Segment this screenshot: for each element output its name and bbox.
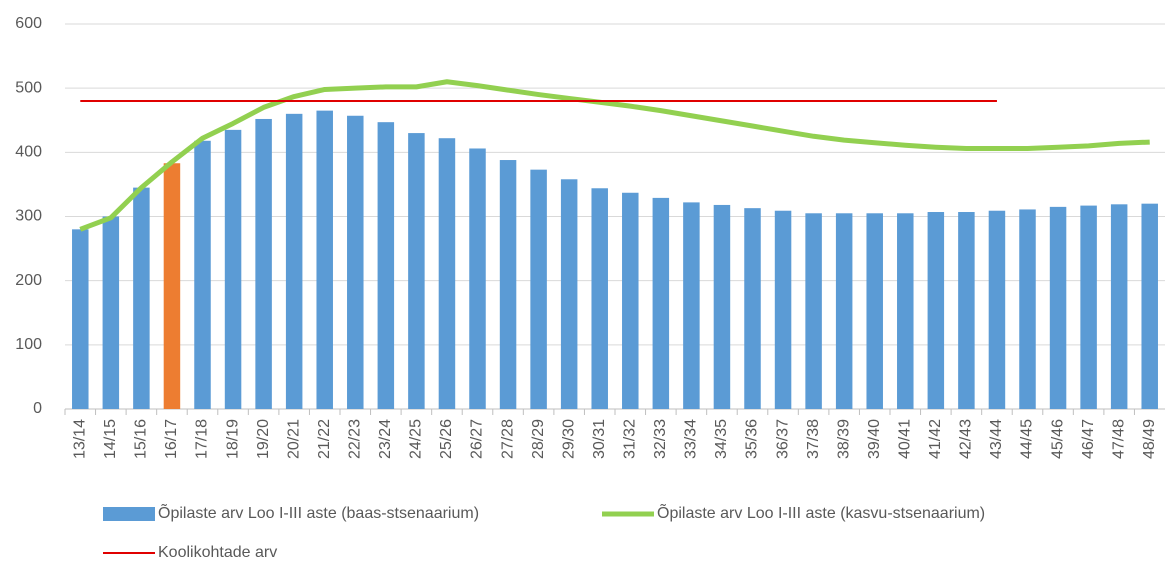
x-tick-label: 19/20 [255, 419, 272, 459]
x-tick-label: 42/43 [958, 419, 975, 459]
x-tick-label: 34/35 [713, 419, 730, 459]
bar [530, 169, 547, 409]
bar [377, 122, 395, 410]
x-tick-label: 35/36 [744, 419, 761, 459]
x-tick-label: 31/32 [621, 419, 638, 459]
x-tick-label: 27/28 [499, 419, 516, 459]
bar [835, 213, 853, 409]
x-tick-label: 26/27 [469, 419, 486, 459]
bar [622, 192, 639, 409]
x-tick-label: 16/17 [163, 419, 180, 459]
y-tick-label: 600 [15, 15, 42, 32]
y-tick-label: 100 [15, 336, 42, 353]
bar [713, 204, 731, 409]
x-tick-label: 20/21 [285, 419, 302, 459]
x-tick-label: 41/42 [927, 419, 944, 459]
x-tick-label: 47/48 [1110, 419, 1127, 459]
bar [194, 140, 211, 410]
x-tick-label: 46/47 [1080, 419, 1097, 459]
x-tick-label: 18/19 [224, 419, 241, 459]
bar [958, 212, 975, 409]
legend-swatch [103, 507, 155, 521]
y-tick-label: 400 [15, 144, 42, 161]
x-tick-label: 25/26 [438, 419, 455, 459]
x-tick-label: 32/33 [652, 419, 669, 459]
bar [683, 202, 700, 409]
x-tick-label: 45/46 [1049, 419, 1066, 459]
x-tick-label: 38/39 [835, 419, 852, 459]
bar [897, 213, 914, 409]
bar [988, 210, 1006, 409]
bar [255, 118, 272, 409]
legend-label: Õpilaste arv Loo I-III aste (kasvu-stsen… [657, 502, 985, 522]
bar [102, 216, 120, 409]
y-tick-label: 300 [15, 208, 42, 225]
x-tick-label: 14/15 [102, 419, 119, 459]
x-tick-label: 28/29 [530, 419, 547, 459]
bar [805, 213, 822, 409]
bar [652, 197, 670, 409]
bar [438, 138, 456, 409]
bar [285, 113, 303, 409]
x-tick-label: 40/41 [896, 419, 913, 459]
y-tick-label: 200 [15, 272, 42, 289]
legend-label: Koolikohtade arv [158, 544, 277, 561]
x-tick-label: 15/16 [133, 419, 150, 459]
x-tick-label: 48/49 [1141, 419, 1158, 459]
x-tick-label: 21/22 [316, 419, 333, 459]
bar [591, 188, 608, 409]
x-tick-label: 30/31 [591, 419, 608, 459]
bar [316, 110, 333, 409]
y-tick-label: 500 [15, 79, 42, 96]
x-tick-label: 39/40 [866, 419, 883, 459]
bar [133, 187, 150, 409]
y-tick-label: 0 [33, 400, 42, 417]
bar [469, 148, 486, 409]
x-tick-label: 37/38 [805, 419, 822, 459]
bar [560, 179, 578, 409]
bar [1049, 206, 1067, 409]
x-tick-label: 29/30 [560, 419, 577, 459]
x-tick-label: 24/25 [408, 419, 425, 459]
bar [774, 210, 792, 409]
x-tick-label: 17/18 [194, 419, 211, 459]
bar [347, 115, 364, 409]
bar [224, 129, 242, 409]
bar [408, 133, 425, 410]
x-tick-label: 22/23 [346, 419, 363, 459]
bar [1080, 205, 1097, 409]
line [79, 79, 1150, 232]
x-tick-label: 36/37 [774, 419, 791, 459]
bar [927, 212, 945, 409]
x-tick-label: 13/14 [71, 419, 88, 459]
bar [1019, 209, 1036, 409]
bar [1141, 203, 1158, 409]
bar [163, 163, 181, 409]
x-tick-label: 23/24 [377, 419, 394, 459]
x-tick-label: 33/34 [683, 419, 700, 459]
legend-label: Õpilaste arv Loo I-III aste (baas-stsena… [158, 502, 479, 522]
bar [1110, 204, 1128, 409]
bar [744, 208, 761, 409]
x-tick-label: 44/45 [1019, 419, 1036, 459]
bar [72, 229, 89, 409]
x-tick-label: 43/44 [988, 419, 1005, 459]
bar [866, 213, 883, 409]
bar [499, 160, 517, 409]
